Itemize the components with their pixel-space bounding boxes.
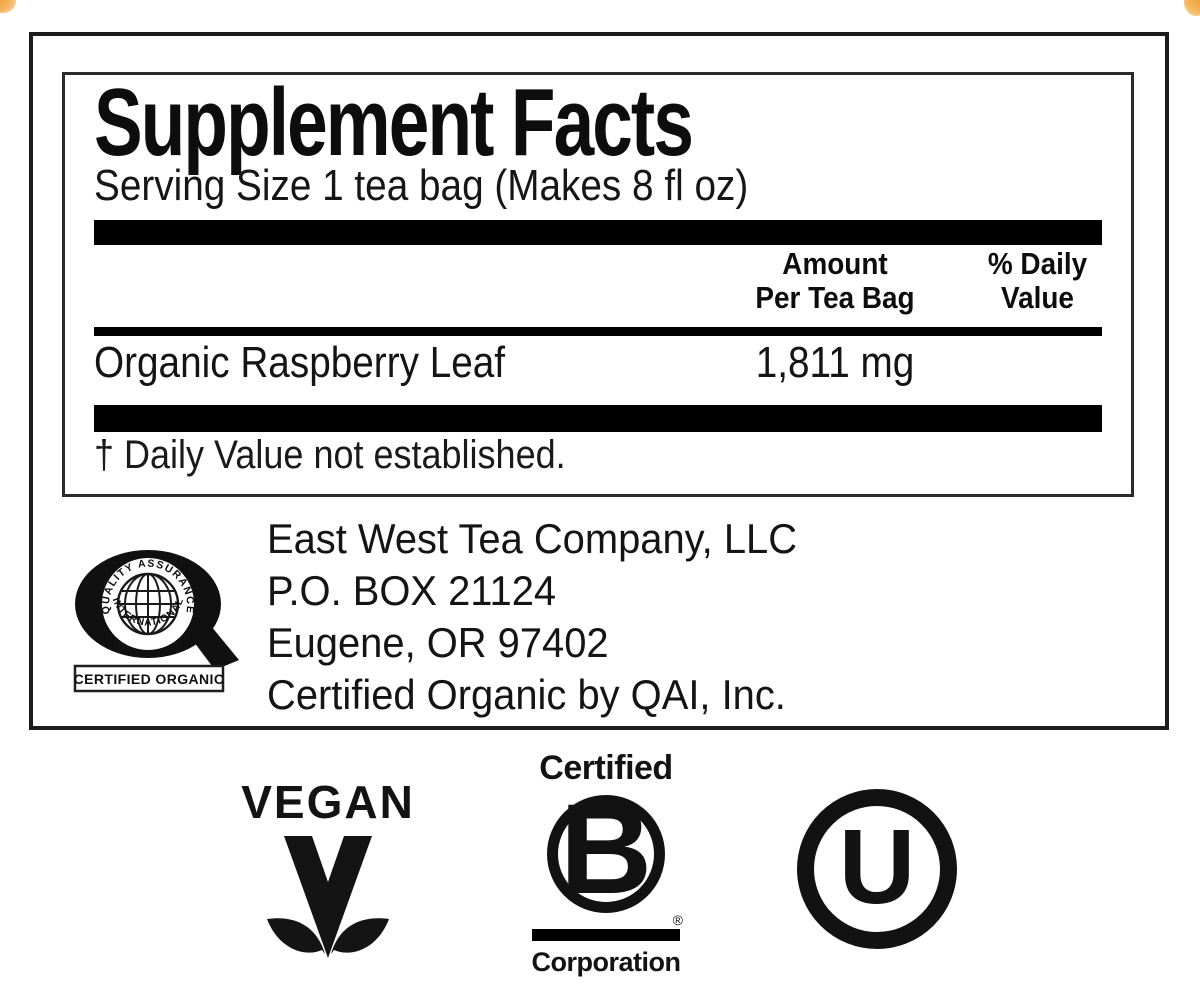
bcorp-corporation-label: Corporation — [531, 947, 682, 977]
qai-q-tail — [191, 626, 239, 670]
vegan-v-leaf-icon — [267, 835, 389, 958]
column-header-dv-line2: Value — [1001, 280, 1074, 316]
company-po-box: P.O. BOX 21124 — [267, 567, 557, 614]
kosher-ou-icon: U — [797, 789, 957, 949]
ingredient-name: Organic Raspberry Leaf — [94, 338, 506, 387]
kosher-ou-letter-u: U — [838, 808, 916, 926]
supplement-facts-panel: Supplement Facts Serving Size 1 tea bag … — [62, 69, 1134, 497]
column-header-amount: Amount Per Tea Bag — [718, 246, 952, 316]
page-corner-orange-right — [1184, 0, 1200, 16]
thick-divider-bottom — [94, 405, 1102, 432]
vegan-badge: VEGAN — [240, 777, 416, 969]
ingredient-amount: 1,811 mg — [755, 338, 915, 387]
certified-b-corporation-badge: Certified B ® Corporation — [521, 749, 691, 978]
company-address-block: East West Tea Company, LLC P.O. BOX 2112… — [267, 513, 797, 721]
vegan-label: VEGAN — [241, 776, 415, 828]
company-name: East West Tea Company, LLC — [267, 515, 798, 562]
serving-size-text: Serving Size 1 tea bag (Makes 8 fl oz) — [94, 161, 749, 210]
facts-title: Supplement Facts — [94, 69, 694, 176]
qai-certified-organic-logo: QUALITY ASSURANCE INTERNATIONAL CERTIFIE… — [73, 550, 239, 693]
daily-value-footnote: † Daily Value not established. — [94, 433, 566, 477]
bcorp-certified-label: Certified — [539, 749, 673, 787]
qai-globe-grid — [118, 573, 178, 635]
company-city-state-zip: Eugene, OR 97402 — [267, 619, 609, 666]
column-header-amount-line1: Amount — [782, 246, 888, 281]
page-corner-orange-left — [0, 0, 16, 13]
header-divider-rule — [94, 327, 1102, 336]
column-header-amount-line2: Per Tea Bag — [755, 280, 915, 316]
column-header-daily-value: % Daily Value — [977, 246, 1099, 316]
label-outer-box: Supplement Facts Serving Size 1 tea bag … — [29, 32, 1169, 730]
bcorp-letter-b: B — [559, 778, 653, 921]
bcorp-underline-bar — [532, 929, 680, 941]
column-header-dv-line1: % Daily — [987, 246, 1088, 281]
bcorp-registered-mark: ® — [672, 912, 683, 928]
qai-banner-text: CERTIFIED ORGANIC — [74, 671, 225, 687]
thick-divider-top — [94, 220, 1102, 245]
company-certifier-note: Certified Organic by QAI, Inc. — [267, 671, 786, 718]
bcorp-circle-b-icon: B — [547, 786, 665, 914]
qai-banner-box — [73, 664, 225, 693]
